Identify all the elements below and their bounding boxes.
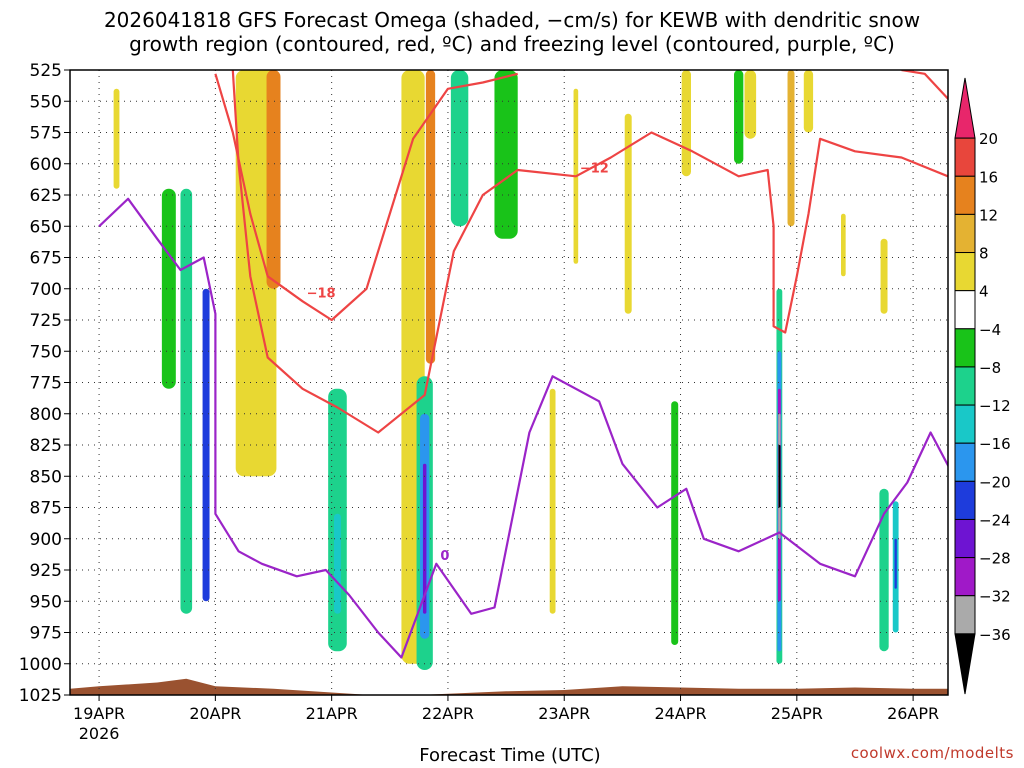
colorbar-swatch-1	[954, 137, 976, 177]
omega-region-2	[180, 188, 193, 614]
colorbar-swatch-12	[954, 557, 976, 597]
omega-region-14	[494, 70, 518, 239]
omega-region-4	[235, 70, 277, 477]
colorbar-swatch-2	[954, 175, 976, 215]
colorbar-label-4: 4	[979, 283, 989, 301]
omega-region-7	[333, 513, 341, 614]
y-tick-label-15: 900	[30, 530, 62, 550]
omega-region-1	[161, 188, 176, 389]
omega-region-33	[894, 538, 897, 589]
colorbar-label-9: −20	[979, 473, 1011, 491]
y-tick-label-7: 700	[30, 280, 62, 300]
omega-region-31	[879, 488, 889, 652]
omega-region-21	[744, 70, 757, 139]
chart-title: 2026041818 GFS Forecast Omega (shaded, −…	[0, 8, 1024, 56]
y-tick-label-12: 825	[30, 436, 62, 456]
y-tick-label-4: 625	[30, 186, 62, 206]
contour-line-2	[901, 70, 948, 100]
contour-line-0	[214, 72, 518, 322]
x-tick-label-2: 21APR	[306, 704, 358, 723]
omega-region-0	[113, 88, 120, 189]
colorbar-label-6: −8	[979, 359, 1001, 377]
colorbar-swatch-5	[954, 290, 976, 330]
omega-region-19	[681, 70, 691, 177]
omega-region-5	[266, 70, 281, 289]
colorbar-label-13: −36	[979, 626, 1011, 644]
omega-region-29	[841, 213, 846, 277]
x-tick-label-1: 20APR	[189, 704, 241, 723]
x-axis-title: Forecast Time (UTC)	[419, 745, 601, 766]
omega-region-9	[425, 70, 436, 364]
y-tick-label-14: 875	[30, 499, 62, 519]
colorbar-swatch-9	[954, 442, 976, 482]
y-tick-label-8: 725	[30, 311, 62, 331]
colorbar: 20 16 12 8 4 −4 −8 −12 −16 −20 −24 −28 −32 −36	[954, 77, 1011, 695]
y-tick-label-5: 650	[30, 217, 62, 237]
y-tick-label-16: 925	[30, 561, 62, 581]
omega-region-13	[450, 70, 469, 227]
colorbar-label-1: 16	[979, 168, 998, 186]
y-tick-label-6: 675	[30, 249, 62, 269]
colorbar-label-2: 12	[979, 206, 998, 224]
colorbar-swatch-13	[954, 595, 976, 635]
x-tick-label-6: 25APR	[771, 704, 823, 723]
colorbar-label-3: 8	[979, 245, 989, 263]
contour-label-0: −18	[307, 286, 336, 301]
colorbar-label-0: 20	[979, 130, 998, 148]
colorbar-label-11: −28	[979, 550, 1011, 568]
x-tick-year-label: 2026	[79, 724, 120, 743]
chart-title-line2: growth region (contoured, red, ºC) and f…	[129, 32, 895, 56]
y-tick-label-18: 975	[30, 624, 62, 644]
omega-region-26	[778, 445, 781, 508]
colorbar-label-12: −32	[979, 588, 1011, 606]
colorbar-swatch-0	[954, 77, 976, 139]
omega-region-17	[624, 113, 632, 314]
x-tick-label-3: 22APR	[422, 704, 474, 723]
contour-label-1: −12	[580, 161, 609, 176]
y-tick-label-13: 850	[30, 467, 62, 487]
y-tick-label-3: 600	[30, 155, 62, 175]
omega-region-18	[671, 401, 679, 645]
plot-area: −18 −12 −12 0 525 550 575 600 625 650 675 700 725 750…	[19, 59, 958, 743]
x-tick-label-4: 23APR	[538, 704, 590, 723]
colorbar-swatch-10	[954, 480, 976, 520]
colorbar-swatch-11	[954, 518, 976, 559]
omega-region-27	[787, 70, 795, 227]
y-tick-label-17: 950	[30, 592, 62, 612]
x-tick-label-0: 19APR	[73, 704, 125, 723]
contour-label-3: 0	[440, 549, 449, 564]
credit-link[interactable]: coolwx.com/modelts	[850, 744, 1014, 762]
colorbar-swatch-14	[954, 633, 976, 695]
y-tick-label-2: 575	[30, 124, 62, 144]
omega-region-3	[202, 288, 210, 602]
y-tick-label-11: 800	[30, 405, 62, 425]
colorbar-label-10: −24	[979, 511, 1011, 529]
contour-label-2: −12	[929, 59, 958, 74]
omega-region-20	[734, 70, 744, 164]
colorbar-swatch-6	[954, 328, 976, 368]
y-tick-label-19: 1000	[19, 655, 62, 675]
x-tick-label-7: 26APR	[887, 704, 939, 723]
omega-region-30	[880, 238, 888, 314]
contour-line-1	[231, 70, 948, 434]
omega-region-15	[549, 388, 556, 614]
y-tick-label-1: 550	[30, 92, 62, 112]
chart-title-line1: 2026041818 GFS Forecast Omega (shaded, −…	[103, 8, 921, 32]
x-tick-label-5: 24APR	[654, 704, 706, 723]
colorbar-swatch-7	[954, 366, 976, 406]
colorbar-label-5: −4	[979, 321, 1001, 339]
y-tick-label-10: 775	[30, 374, 62, 394]
colorbar-swatch-8	[954, 404, 976, 444]
colorbar-label-7: −12	[979, 397, 1011, 415]
terrain-surface	[70, 678, 948, 695]
colorbar-swatch-3	[954, 213, 976, 254]
y-tick-label-0: 525	[30, 61, 62, 81]
colorbar-label-8: −16	[979, 435, 1011, 453]
y-tick-label-20: 1025	[19, 686, 62, 706]
y-tick-label-9: 750	[30, 342, 62, 362]
colorbar-swatch-4	[954, 252, 976, 292]
contour-line-3	[98, 197, 948, 659]
